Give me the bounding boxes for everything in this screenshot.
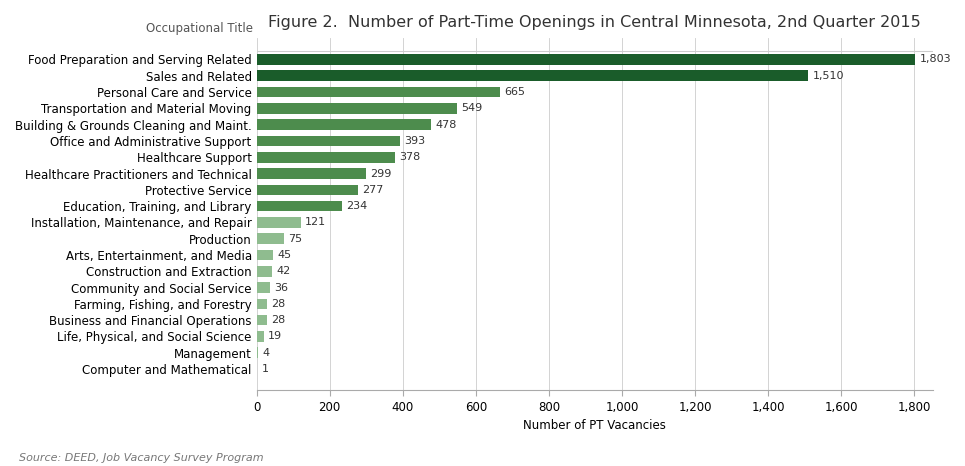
Text: 121: 121 (305, 218, 326, 227)
Bar (257, 348, 258, 358)
Text: 478: 478 (435, 120, 457, 130)
Bar (257, 185, 358, 195)
Bar (257, 233, 284, 244)
Text: 42: 42 (276, 266, 290, 276)
Text: Occupational Title: Occupational Title (147, 21, 253, 34)
Text: 277: 277 (362, 185, 383, 195)
Bar (257, 54, 916, 65)
Bar (257, 119, 431, 130)
Bar (257, 299, 267, 309)
Bar (257, 70, 809, 81)
Bar (257, 87, 500, 97)
Text: 36: 36 (274, 282, 289, 293)
Bar (257, 282, 270, 293)
Text: 28: 28 (271, 299, 286, 309)
Text: 45: 45 (277, 250, 291, 260)
Text: 19: 19 (268, 331, 282, 342)
Title: Figure 2.  Number of Part-Time Openings in Central Minnesota, 2nd Quarter 2015: Figure 2. Number of Part-Time Openings i… (268, 15, 921, 30)
Bar (257, 136, 400, 146)
Text: 299: 299 (371, 169, 392, 178)
Bar (257, 152, 395, 163)
Text: 378: 378 (400, 152, 421, 162)
Text: 1,510: 1,510 (813, 71, 844, 81)
Bar (257, 168, 366, 179)
Bar (257, 201, 343, 212)
Text: 1: 1 (262, 364, 268, 374)
Text: 75: 75 (289, 233, 302, 244)
Text: 393: 393 (404, 136, 426, 146)
Text: 4: 4 (262, 348, 269, 358)
Text: 1,803: 1,803 (920, 55, 951, 64)
Text: 28: 28 (271, 315, 286, 325)
X-axis label: Number of PT Vacancies: Number of PT Vacancies (523, 419, 666, 432)
Bar (257, 266, 272, 277)
Text: 549: 549 (461, 103, 482, 113)
Text: Source: DEED, Job Vacancy Survey Program: Source: DEED, Job Vacancy Survey Program (19, 453, 263, 463)
Text: 665: 665 (504, 87, 525, 97)
Bar (257, 331, 263, 342)
Bar (257, 103, 457, 114)
Text: 234: 234 (346, 201, 368, 211)
Bar (257, 250, 273, 260)
Bar (257, 217, 301, 228)
Bar (257, 315, 267, 325)
